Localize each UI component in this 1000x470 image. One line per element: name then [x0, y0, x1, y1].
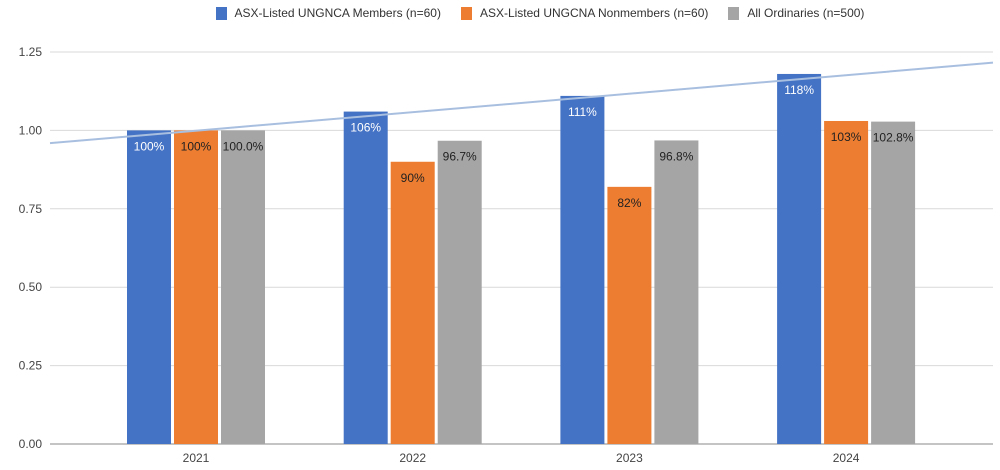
data-label: 100%: [181, 139, 212, 153]
x-tick-label: 2024: [833, 451, 860, 465]
legend-item: All Ordinaries (n=500): [728, 6, 864, 20]
bar: [654, 140, 699, 445]
bar: [221, 130, 265, 444]
bar: [343, 111, 388, 445]
y-tick-label: 1.00: [19, 123, 43, 137]
data-label: 82%: [617, 196, 641, 210]
legend-item: ASX-Listed UNGNCA Members (n=60): [215, 6, 441, 20]
legend-swatch: [728, 6, 740, 20]
bar: [390, 161, 435, 444]
y-tick-label: 1.25: [19, 45, 43, 59]
legend-swatch: [215, 6, 227, 20]
data-label: 118%: [784, 83, 814, 97]
data-label: 96.8%: [659, 149, 693, 163]
data-label: 96.7%: [443, 150, 477, 164]
bar: [777, 73, 822, 445]
data-label: 100.0%: [223, 139, 264, 153]
legend: ASX-Listed UNGNCA Members (n=60) ASX-List…: [0, 6, 1000, 20]
trendline: [49, 61, 994, 145]
x-tick-label: 2023: [616, 451, 643, 465]
y-tick-label: 0.75: [19, 202, 43, 216]
bar: [824, 120, 869, 444]
data-label: 102.8%: [873, 131, 914, 145]
bar: [871, 121, 916, 444]
legend-swatch: [460, 6, 472, 20]
legend-item: ASX-Listed UNGCNA Nonmembers (n=60): [460, 6, 709, 20]
x-tick-label: 2021: [183, 451, 210, 465]
data-label: 103%: [831, 130, 862, 144]
legend-label: ASX-Listed UNGCNA Nonmembers (n=60): [479, 6, 709, 20]
x-tick-label: 2022: [399, 451, 426, 465]
bar: [437, 140, 482, 445]
data-label: 111%: [568, 105, 597, 119]
data-label: 100%: [134, 139, 165, 153]
y-tick-label: 0.25: [19, 359, 43, 373]
y-tick-label: 0.50: [19, 280, 43, 294]
bar: [174, 130, 218, 444]
y-tick-label: 0.00: [19, 437, 43, 451]
data-label: 90%: [401, 171, 425, 185]
bar: [127, 130, 171, 444]
legend-label: ASX-Listed UNGNCA Members (n=60): [234, 6, 441, 20]
data-label: 106%: [350, 121, 381, 135]
legend-label: All Ordinaries (n=500): [747, 6, 865, 20]
bar: [607, 186, 652, 444]
bar: [560, 95, 605, 445]
